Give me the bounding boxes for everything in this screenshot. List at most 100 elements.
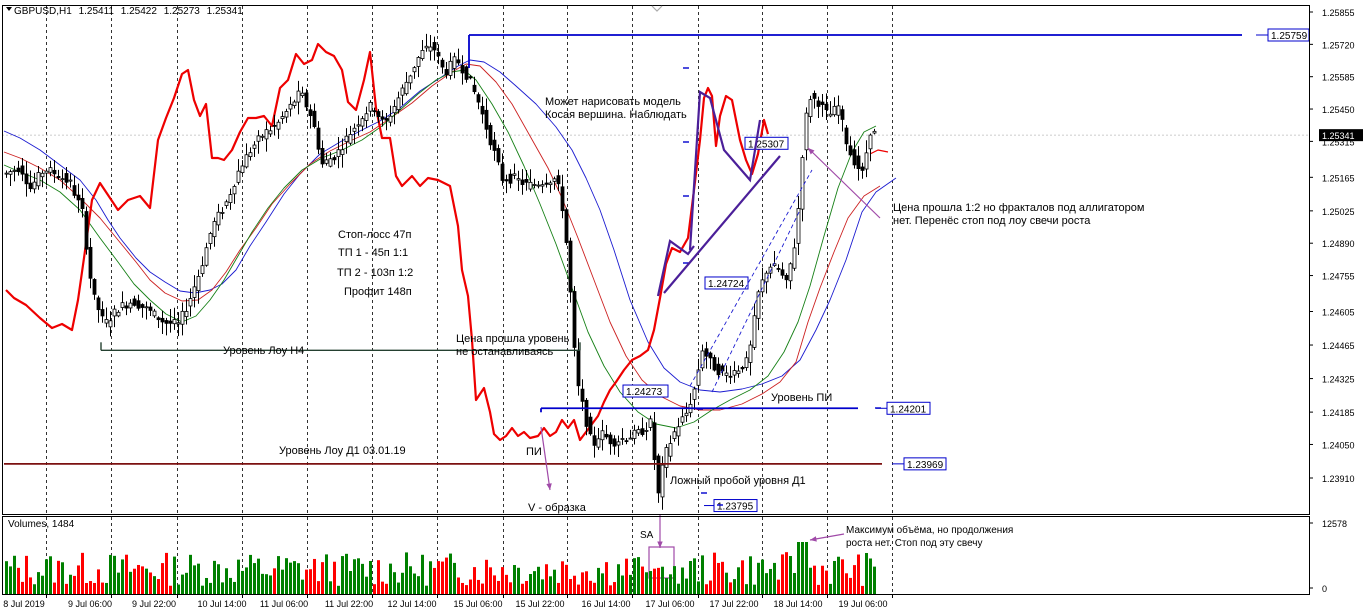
volume-bar-down bbox=[565, 564, 568, 594]
volume-bar-down bbox=[477, 579, 480, 594]
candle-bear bbox=[24, 173, 29, 185]
chart-drawings bbox=[540, 67, 881, 579]
candle-bear bbox=[16, 167, 21, 173]
candle-bear bbox=[544, 182, 549, 185]
candle-bear bbox=[136, 300, 141, 309]
candle-bull bbox=[256, 135, 261, 142]
price-levels[interactable]: 1.25759 1.24201 1.23969 1.25307 1.24724 1.242… bbox=[4, 28, 1310, 513]
time-tick-label: 9 Jul 22:00 bbox=[132, 599, 176, 609]
volume-bar-up bbox=[629, 574, 632, 594]
volume-bar-down bbox=[165, 552, 168, 594]
candle-bull bbox=[788, 263, 793, 282]
volume-bar-down bbox=[849, 577, 852, 594]
volume-bar-down bbox=[333, 561, 336, 594]
candle-bear bbox=[20, 165, 25, 175]
volume-bar-down bbox=[377, 560, 380, 594]
time-tick-label: 12 Jul 14:00 bbox=[387, 599, 436, 609]
volume-bar-up bbox=[753, 584, 756, 594]
price-label-1-24273-box bbox=[622, 384, 669, 398]
note-pi: ПИ bbox=[526, 446, 542, 458]
volume-bar-up bbox=[145, 568, 148, 594]
chart-header: GBPUSD,H1 1.25411 1.25422 1.25273 1.2534… bbox=[6, 6, 243, 530]
volume-bar-up bbox=[693, 558, 696, 594]
candle-bull bbox=[184, 311, 189, 318]
volume-bar-up bbox=[297, 563, 300, 594]
volume-bar-up bbox=[13, 555, 16, 594]
candle-bull bbox=[200, 265, 205, 275]
candle-bear bbox=[556, 175, 561, 185]
volume-bar-down bbox=[821, 565, 824, 594]
candle-bull bbox=[180, 310, 185, 325]
volume-bar-up bbox=[733, 579, 736, 594]
candle-bull bbox=[724, 372, 729, 376]
candle-bear bbox=[780, 269, 785, 276]
candle-bull bbox=[368, 101, 373, 112]
candle-bull bbox=[828, 113, 833, 117]
volume-bar-down bbox=[593, 582, 596, 594]
volume-bar-up bbox=[405, 552, 408, 594]
volume-bar-up bbox=[253, 563, 256, 594]
price-tick-label: 1.25855 bbox=[1322, 8, 1355, 18]
candle-bull bbox=[428, 46, 433, 52]
candle-bear bbox=[380, 116, 385, 120]
volume-bar-down bbox=[857, 554, 860, 594]
note-v-shape: V - образка bbox=[528, 502, 587, 514]
volume-bar-up bbox=[213, 560, 216, 594]
volume-bar-down bbox=[709, 580, 712, 594]
volume-bar-up bbox=[449, 553, 452, 594]
note-not-stopping: не останавливаясь bbox=[456, 346, 554, 358]
candle-bull bbox=[548, 182, 553, 186]
volume-bar-up bbox=[105, 582, 108, 594]
price-tick-label: 1.25025 bbox=[1322, 207, 1355, 217]
volume-bar-up bbox=[205, 577, 208, 594]
volume-bar-up bbox=[801, 542, 804, 594]
scroll-chevron-icon bbox=[651, 5, 663, 12]
candle-bull bbox=[736, 370, 741, 374]
annotation-arrow-1-2-head bbox=[808, 148, 815, 155]
volume-bar-down bbox=[845, 573, 848, 594]
price-label-1-23969-box bbox=[903, 457, 947, 471]
candle-bear bbox=[460, 65, 465, 74]
price-plot[interactable]: 1.25759 1.24201 1.23969 1.25307 1.24724 1.242… bbox=[3, 28, 1310, 579]
candle-bear bbox=[332, 157, 337, 161]
price-axis[interactable]: 1.25855 1.25720 1.25585 1.25450 1.25315 1.251… bbox=[1309, 5, 1363, 594]
candle-bull bbox=[636, 429, 641, 434]
candle-bull bbox=[696, 369, 701, 386]
volume-bar-down bbox=[309, 569, 312, 594]
price-tick-label: 1.24325 bbox=[1322, 375, 1355, 385]
collapse-triangle-icon[interactable] bbox=[6, 7, 12, 11]
price-tick-label: 1.24185 bbox=[1322, 408, 1355, 418]
volume-bar-up bbox=[229, 577, 232, 594]
volume-bar-up bbox=[121, 559, 124, 594]
open-value: 1.25411 bbox=[79, 6, 115, 17]
candle-bull bbox=[412, 67, 417, 73]
projection-line bbox=[711, 209, 801, 393]
volume-bar-up bbox=[597, 567, 600, 594]
volume-bar-down bbox=[29, 577, 32, 594]
volume-bar-up bbox=[69, 574, 72, 594]
volume-bar-up bbox=[541, 579, 544, 594]
price-label-1-24724: 1.24724 bbox=[708, 279, 745, 290]
candle-bull bbox=[800, 157, 805, 210]
volume-bar-down bbox=[457, 577, 460, 594]
volume-bar-up bbox=[393, 572, 396, 594]
volume-bar-down bbox=[21, 581, 24, 594]
candle-bear bbox=[776, 268, 781, 270]
volume-bar-down bbox=[137, 564, 140, 594]
volume-bar-up bbox=[797, 542, 800, 594]
volume-bar-down bbox=[841, 559, 844, 594]
volume-bar-down bbox=[65, 583, 68, 594]
candle-bull bbox=[296, 90, 301, 103]
candle-bear bbox=[572, 291, 577, 348]
price-tick-label: 1.25585 bbox=[1322, 73, 1355, 83]
candle-bull bbox=[732, 370, 737, 376]
volume-bar-down bbox=[373, 584, 376, 594]
volume-bar-down bbox=[93, 582, 96, 594]
candle-bull bbox=[144, 306, 149, 309]
candle-bear bbox=[524, 179, 529, 183]
volume-bar-down bbox=[313, 558, 316, 594]
candle-bear bbox=[92, 279, 97, 295]
volume-bar-down bbox=[305, 569, 308, 594]
candle-bull bbox=[108, 320, 113, 328]
